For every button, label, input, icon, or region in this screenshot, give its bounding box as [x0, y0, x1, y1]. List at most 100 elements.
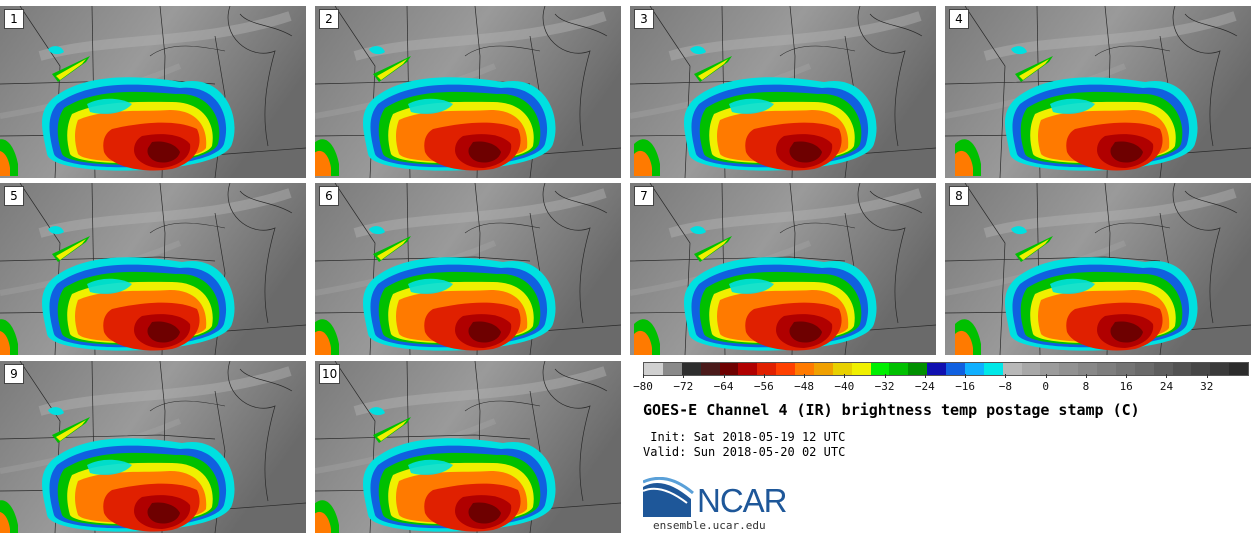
- ir-satellite-map: [0, 361, 306, 533]
- colorbar-tick-mark: [884, 374, 886, 378]
- ir-panel-7: 7: [630, 183, 936, 355]
- colorbar-segment: [1229, 363, 1248, 375]
- ir-satellite-map: [0, 6, 306, 178]
- colorbar-tick-mark: [723, 374, 725, 378]
- colorbar-tick-mark: [965, 374, 967, 378]
- ir-panel-9: 9: [0, 361, 306, 533]
- ir-panel-1: 1: [0, 6, 306, 178]
- panel-label: 9: [4, 364, 24, 384]
- panel-label: 8: [949, 186, 969, 206]
- panel-label: 7: [634, 186, 654, 206]
- colorbar-tick-label: 8: [1082, 380, 1090, 393]
- colorbar-segment: [983, 363, 1003, 375]
- colorbar-tick-mark: [683, 374, 685, 378]
- colorbar-segment: [644, 363, 663, 375]
- ncar-logo-text: NCAR: [697, 482, 788, 519]
- panel-label: 10: [319, 364, 341, 384]
- colorbar-tick-mark: [1005, 374, 1007, 378]
- colorbar-tick-label: −8: [998, 380, 1013, 393]
- colorbar-tick-label: −24: [914, 380, 935, 393]
- ir-panel-6: 6: [315, 183, 621, 355]
- colorbar-segment: [908, 363, 928, 375]
- colorbar-segment: [889, 363, 909, 375]
- colorbar-tick-mark: [1166, 374, 1168, 378]
- panel-label: 4: [949, 9, 969, 29]
- colorbar-tick-label: −80: [633, 380, 653, 393]
- colorbar-ticks: −80 −72 −64 −56 −48 −40 −32 −24 −16 −8 0 8 16 24 32: [633, 374, 1249, 394]
- colorbar-tick-label: −48: [794, 380, 814, 393]
- colorbar-tick-label: −40: [834, 380, 855, 393]
- colorbar-segment: [700, 363, 720, 375]
- colorbar-segment: [1134, 363, 1154, 375]
- colorbar-tick-label: 0: [1042, 380, 1049, 393]
- valid-time: Valid: Sun 2018-05-20 02 UTC: [643, 445, 846, 459]
- ir-satellite-map: [945, 183, 1251, 355]
- ir-satellite-map: [945, 6, 1251, 178]
- ir-satellite-map: [0, 183, 306, 355]
- colorbar-tick-label: −16: [955, 380, 976, 393]
- panel-label: 2: [319, 9, 339, 29]
- colorbar-tick-mark: [1045, 374, 1047, 378]
- colorbar-segment: [719, 363, 739, 375]
- colorbar-tick-label: −64: [713, 380, 734, 393]
- colorbar-segment: [964, 363, 984, 375]
- ir-panel-8: 8: [945, 183, 1251, 355]
- site-url: ensemble.ucar.edu: [653, 519, 766, 532]
- colorbar-segment: [946, 363, 965, 375]
- ir-satellite-map: [315, 6, 621, 178]
- panel-label: 3: [634, 9, 654, 29]
- colorbar-tick-label: 24: [1159, 380, 1174, 393]
- colorbar-segment: [776, 363, 795, 375]
- colorbar-tick-mark: [924, 374, 926, 378]
- colorbar-segment: [1210, 363, 1230, 375]
- init-time: Init: Sat 2018-05-19 12 UTC: [643, 430, 846, 444]
- colorbar-segment: [1021, 363, 1041, 375]
- colorbar-tick-mark: [643, 374, 644, 378]
- colorbar-tick-label: −56: [753, 380, 774, 393]
- colorbar-segment: [757, 363, 777, 375]
- ir-satellite-map: [630, 6, 936, 178]
- ir-satellite-map: [630, 183, 936, 355]
- colorbar-segment: [681, 363, 701, 375]
- colorbar-tick-mark: [844, 374, 846, 378]
- colorbar-tick-mark: [1085, 374, 1087, 378]
- panel-label: 5: [4, 186, 24, 206]
- colorbar-tick-mark: [804, 374, 806, 378]
- panel-label: 1: [4, 9, 24, 29]
- ir-panel-4: 4: [945, 6, 1251, 178]
- ir-panel-10: 10: [315, 361, 621, 533]
- colorbar-segment: [813, 363, 833, 375]
- colorbar-segment: [1153, 363, 1173, 375]
- figure-title: GOES-E Channel 4 (IR) brightness temp po…: [643, 401, 1140, 419]
- colorbar-tick-mark: [1206, 374, 1208, 378]
- colorbar-tick-label: 32: [1200, 380, 1214, 393]
- colorbar-tick-mark: [1126, 374, 1128, 378]
- colorbar-segment: [1040, 363, 1060, 375]
- colorbar-tick-label: −72: [673, 380, 694, 393]
- ncar-logo-icon: [643, 477, 694, 517]
- colorbar-segment: [851, 363, 871, 375]
- colorbar: [643, 362, 1249, 376]
- colorbar-tick-mark: [763, 374, 765, 378]
- colorbar-segment: [927, 363, 946, 375]
- colorbar-segment: [1191, 363, 1211, 375]
- colorbar-segment: [1002, 363, 1022, 375]
- colorbar-segment: [738, 363, 758, 375]
- colorbar-segment: [662, 363, 682, 375]
- colorbar-segment: [1172, 363, 1192, 375]
- colorbar-segment: [1078, 363, 1097, 375]
- colorbar-tick-label: −32: [874, 380, 895, 393]
- colorbar-segment: [870, 363, 890, 375]
- colorbar-tick-label: 16: [1119, 380, 1133, 393]
- colorbar-segment: [1059, 363, 1079, 375]
- ir-panel-2: 2: [315, 6, 621, 178]
- ir-satellite-map: [315, 361, 621, 533]
- colorbar-segment: [795, 363, 814, 375]
- panel-label: 6: [319, 186, 339, 206]
- ir-panel-3: 3: [630, 6, 936, 178]
- colorbar-segment: [1115, 363, 1135, 375]
- colorbar-segment: [1097, 363, 1116, 375]
- colorbar-segment: [832, 363, 852, 375]
- ir-satellite-map: [315, 183, 621, 355]
- ir-panel-5: 5: [0, 183, 306, 355]
